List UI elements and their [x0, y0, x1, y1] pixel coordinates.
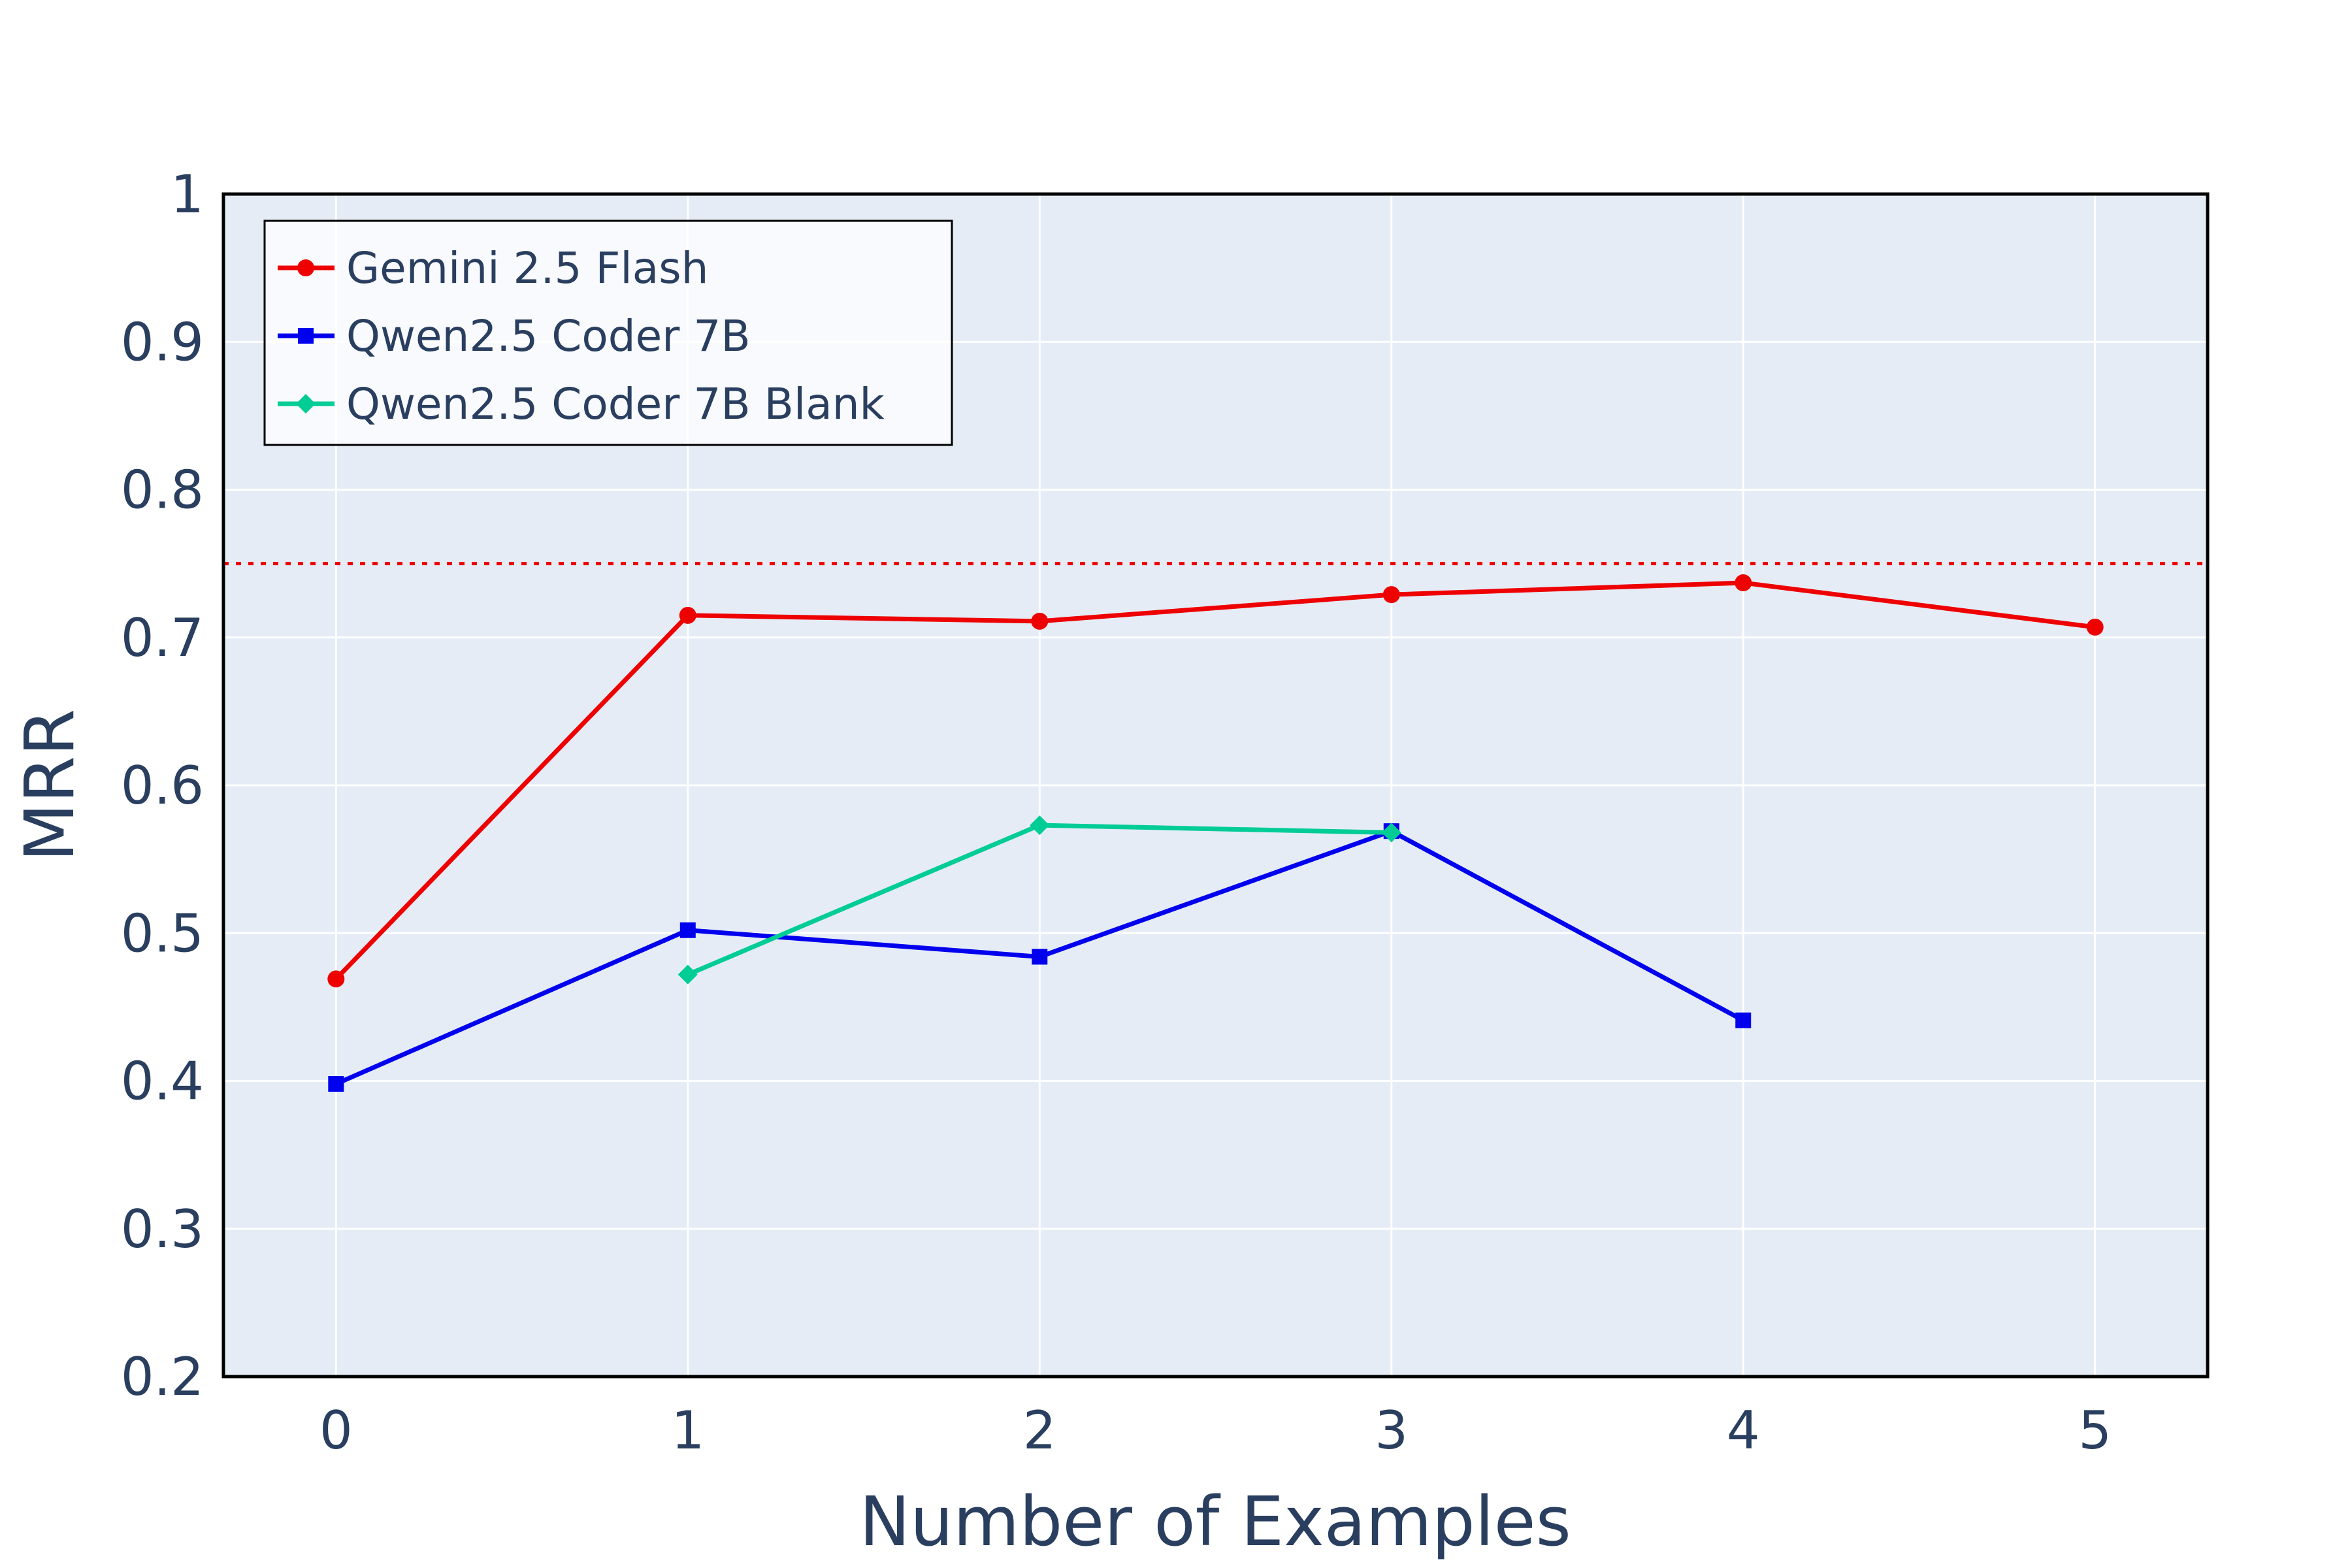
series-group [678, 815, 1401, 985]
legend-marker [297, 259, 314, 276]
legend-label: Gemini 2.5 Flash [346, 243, 708, 293]
data-point [1030, 815, 1050, 836]
x-axis-ticks: 0 1 2 3 4 5 [319, 1400, 2112, 1461]
x-axis-title: Number of Examples [859, 1482, 1571, 1561]
legend-box [263, 220, 953, 446]
legend: Gemini 2.5 Flash Qwen2.5 Coder 7B Qwen2.5 … [263, 220, 953, 446]
data-point [1381, 823, 1401, 843]
x-tick-label: 4 [1727, 1400, 1760, 1461]
legend-label: Qwen2.5 Coder 7B Blank [346, 379, 885, 429]
data-point [1382, 586, 1400, 604]
y-axis-ticks: 0.2 0.3 0.4 0.5 0.6 0.7 0.8 0.9 1 [121, 164, 204, 1407]
y-tick-label: 0.8 [121, 460, 204, 521]
series-layer [327, 574, 2104, 1092]
series-group [327, 574, 2104, 988]
y-tick-label: 0.7 [121, 608, 204, 668]
x-tick-label: 2 [1023, 1400, 1056, 1461]
data-point [678, 964, 698, 985]
x-tick-label: 5 [2078, 1400, 2112, 1461]
data-point [327, 970, 345, 988]
data-point [1032, 949, 1048, 965]
y-tick-label: 0.3 [121, 1199, 204, 1260]
y-tick-label: 0.4 [121, 1051, 204, 1112]
legend-marker [298, 328, 314, 344]
legend-label: Qwen2.5 Coder 7B [346, 311, 751, 361]
data-point [1735, 574, 1752, 592]
data-point [679, 606, 696, 624]
data-point [328, 1076, 344, 1092]
data-point [1031, 612, 1049, 630]
y-axis-title: MRR [10, 709, 90, 862]
y-tick-label: 0.6 [121, 755, 204, 816]
legend-marker [296, 394, 316, 414]
y-tick-label: 0.9 [121, 312, 204, 372]
data-point [1735, 1012, 1752, 1028]
x-tick-label: 3 [1375, 1400, 1408, 1461]
data-point [679, 922, 696, 938]
x-tick-label: 0 [319, 1400, 353, 1461]
y-tick-label: 0.5 [121, 903, 204, 964]
plot-frame [221, 192, 2210, 1379]
x-tick-label: 1 [671, 1400, 704, 1461]
series-line [334, 580, 2096, 981]
y-tick-label: 1 [171, 164, 204, 225]
y-tick-label: 0.2 [121, 1347, 204, 1407]
data-point [2086, 618, 2104, 636]
